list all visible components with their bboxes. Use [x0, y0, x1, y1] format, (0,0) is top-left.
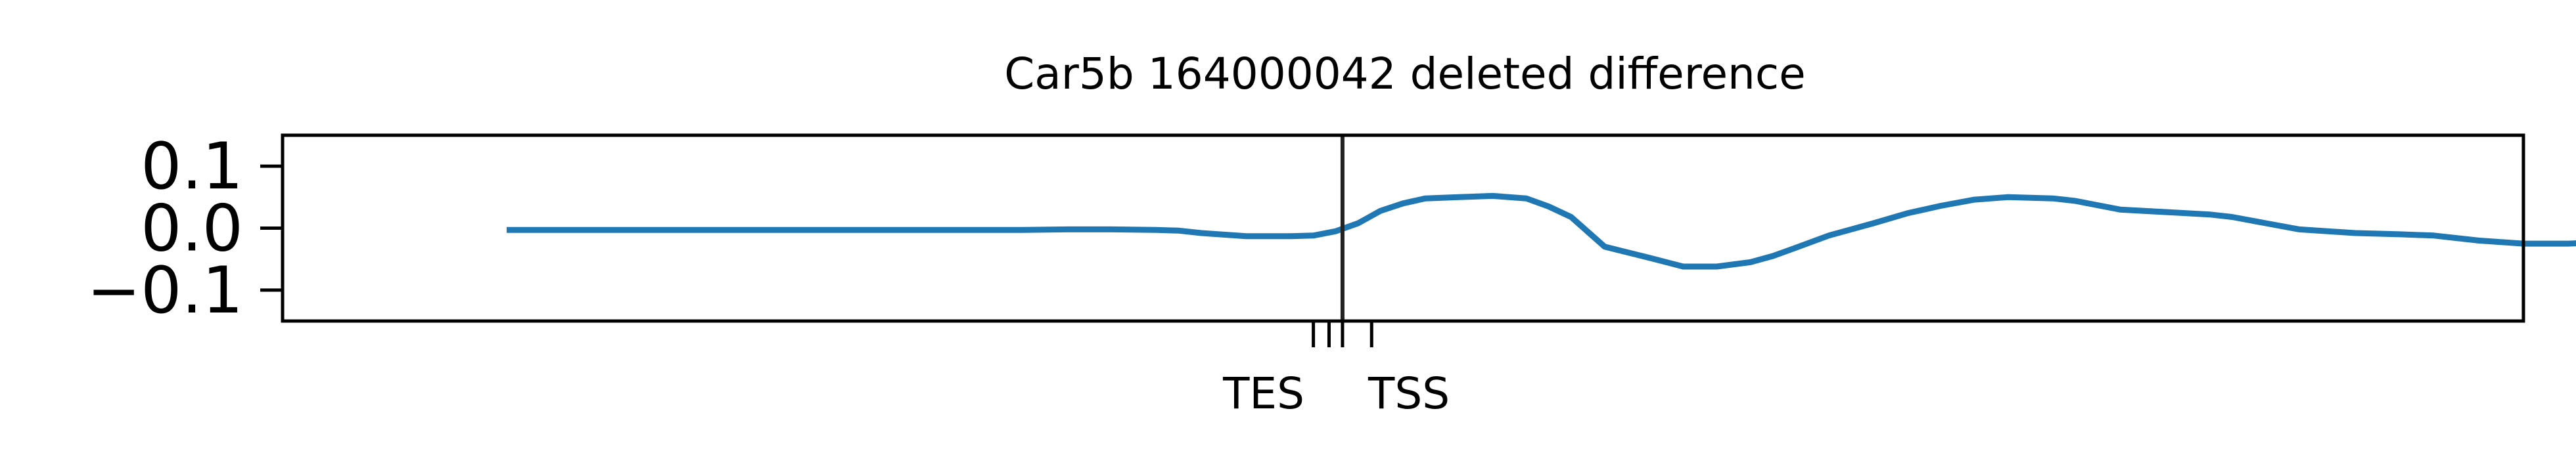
series-line-0: [507, 192, 2576, 270]
xtick-label-tes: TES: [1222, 368, 1304, 419]
ytick-label: 0.1: [141, 129, 243, 204]
plot-area: [507, 135, 2576, 321]
axes: 0.10.0−0.1 TES TSS: [87, 129, 2525, 419]
xtick-label-tss: TSS: [1368, 368, 1450, 419]
chart-title: Car5b 164000042 deleted difference: [1004, 49, 1806, 99]
ytick-label: 0.0: [141, 192, 243, 267]
ytick-label: −0.1: [87, 253, 243, 328]
